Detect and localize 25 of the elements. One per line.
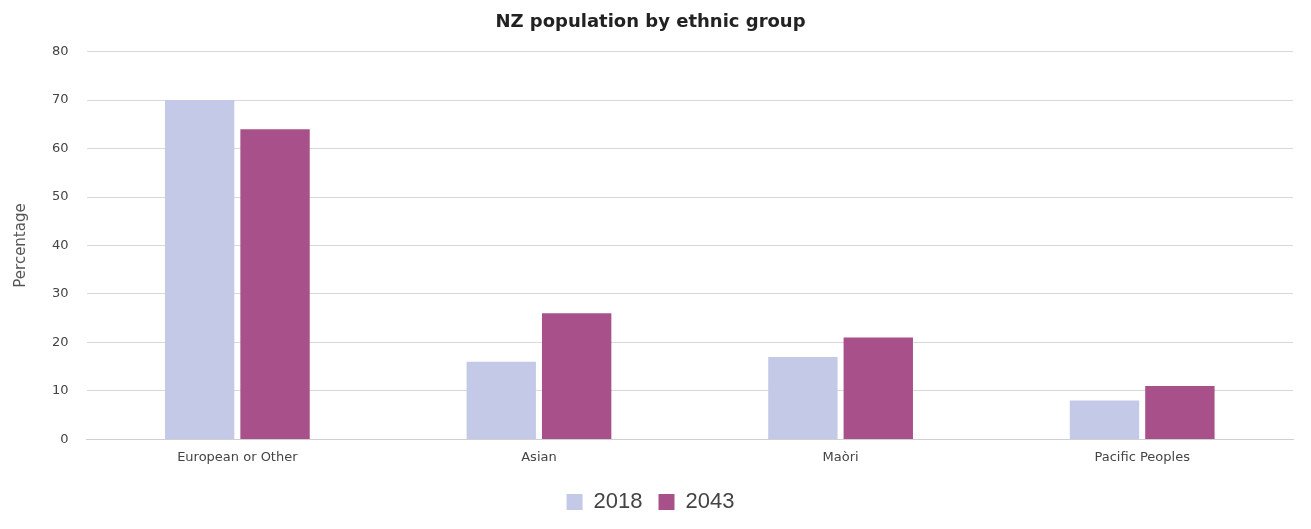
y-tick-label: 30: [52, 285, 69, 301]
y-tick-label: 10: [52, 382, 69, 398]
x-tick-label: Pacific Peoples: [1094, 448, 1191, 464]
y-tick-label: 20: [52, 333, 69, 349]
chart-title: NZ population by ethnic group: [495, 10, 806, 32]
bar: [466, 361, 536, 439]
y-tick-label: 0: [60, 430, 69, 446]
x-tick-label: European or Other: [177, 448, 299, 464]
legend-label: 2018: [593, 488, 643, 514]
y-axis-title: Percentage: [10, 203, 29, 288]
x-tick-label: Maòri: [822, 448, 859, 464]
bar: [1069, 400, 1140, 439]
bar: [164, 100, 235, 439]
bar: [240, 129, 310, 439]
legend-label: 2043: [685, 488, 735, 514]
bar: [1145, 386, 1215, 439]
y-tick-label: 50: [52, 188, 69, 204]
bar: [843, 337, 913, 439]
x-tick-label: Asian: [521, 448, 557, 464]
y-tick-label: 40: [52, 236, 69, 252]
y-tick-label: 70: [52, 91, 69, 107]
bar: [768, 356, 838, 439]
bar: [541, 313, 612, 439]
y-tick-label: 80: [52, 42, 69, 58]
y-tick-label: 60: [52, 139, 69, 155]
